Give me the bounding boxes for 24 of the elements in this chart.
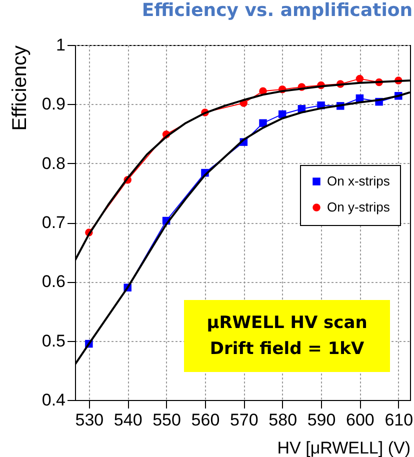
y-tick-label: 1 [56, 36, 66, 54]
y-axis-title: Efficiency [8, 46, 31, 131]
y-tick-label: 0.4 [42, 390, 66, 410]
x-tick-label: 560 [191, 410, 220, 430]
note-box: μRWELL HV scan Drift field = 1kV [184, 300, 390, 372]
y-tick-label: 0.8 [42, 154, 66, 173]
x-tick-label: 530 [75, 410, 104, 430]
x-tick-label: 610 [384, 410, 414, 430]
x-tick-label: 590 [307, 410, 336, 430]
x-tick-label: 580 [268, 410, 298, 430]
y-tick-label: 0.7 [42, 213, 66, 232]
legend-label: On y-strips [327, 200, 390, 214]
point [356, 74, 364, 83]
x-tick-label: 550 [152, 410, 181, 430]
point [259, 119, 267, 127]
x-tick-label: 570 [230, 410, 258, 430]
y-tick-label: 0.9 [42, 94, 66, 114]
y-tick-label: 0.6 [42, 272, 66, 292]
x-axis-title: HV [μRWELL] (V) [277, 438, 410, 457]
chart-title: Efficiency vs. amplification [142, 0, 413, 21]
x-tick-label: 540 [114, 410, 142, 430]
legend-label: On x-strips [327, 174, 390, 188]
y-tick-label: 0.5 [42, 331, 66, 350]
x-tick-label: 600 [346, 410, 374, 430]
